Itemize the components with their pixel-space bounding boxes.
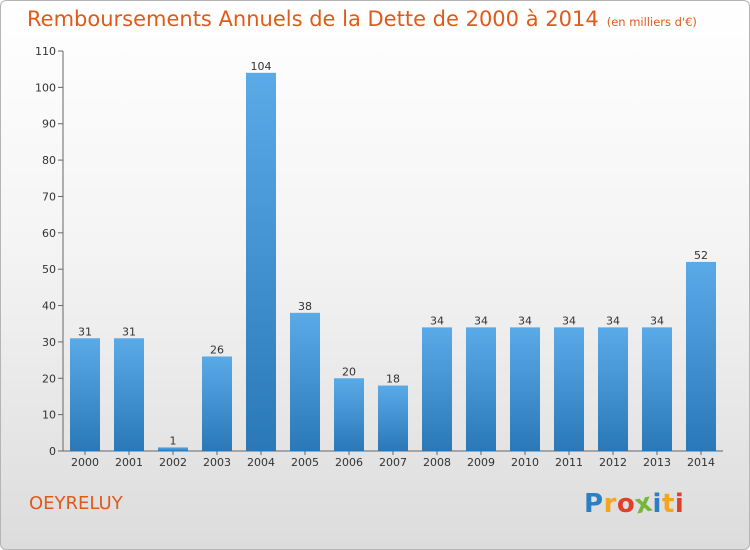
commune-name: OEYRELUY: [29, 493, 123, 514]
y-tick-label: 40: [42, 300, 56, 313]
bar-value-label: 38: [298, 300, 312, 313]
chart-title: Remboursements Annuels de la Dette de 20…: [27, 7, 697, 31]
bar: [114, 338, 144, 451]
bar-value-label: 34: [606, 314, 620, 327]
bar: [202, 356, 232, 451]
bar-value-label: 34: [474, 314, 488, 327]
x-tick-label: 2000: [71, 456, 99, 469]
x-tick-label: 2010: [511, 456, 539, 469]
bar-value-label: 18: [386, 373, 400, 386]
y-tick-label: 30: [42, 336, 56, 349]
bar-value-label: 20: [342, 365, 356, 378]
chart-unit-label: (en milliers d'€): [606, 15, 697, 29]
bar: [510, 327, 540, 451]
proxiti-logo[interactable]: Proxiti: [584, 487, 685, 521]
bar: [422, 327, 452, 451]
x-tick-label: 2005: [291, 456, 319, 469]
bar: [70, 338, 100, 451]
bar: [686, 261, 716, 451]
bar-value-label: 1: [170, 434, 177, 447]
y-tick-label: 100: [35, 81, 56, 94]
bar-value-label: 104: [251, 60, 272, 73]
y-tick-label: 110: [35, 45, 56, 58]
y-tick-label: 0: [49, 445, 56, 458]
x-tick-label: 2014: [687, 456, 715, 469]
x-tick-label: 2011: [555, 456, 583, 469]
bar-value-label: 34: [650, 314, 664, 327]
y-tick-label: 50: [42, 263, 56, 276]
bar-value-label: 34: [518, 314, 532, 327]
x-tick-label: 2003: [203, 456, 231, 469]
bar: [246, 72, 276, 452]
bars: 31 2000 31 2001 1 2002 26 2003 104 2004 38 2005 20 20…: [70, 60, 716, 469]
x-tick-label: 2004: [247, 456, 275, 469]
y-tick-label: 70: [42, 190, 56, 203]
x-tick-label: 2007: [379, 456, 407, 469]
bar-value-label: 31: [78, 325, 92, 338]
x-tick-label: 2006: [335, 456, 363, 469]
x-tick-label: 2001: [115, 456, 143, 469]
y-tick-label: 20: [42, 372, 56, 385]
y-tick-label: 10: [42, 409, 56, 422]
chart-title-text: Remboursements Annuels de la Dette de 20…: [27, 7, 599, 31]
bar-value-label: 52: [694, 249, 708, 262]
y-tick-label: 90: [42, 118, 56, 131]
x-tick-label: 2008: [423, 456, 451, 469]
x-tick-label: 2013: [643, 456, 671, 469]
bar-value-label: 26: [210, 343, 224, 356]
bar: [334, 378, 364, 451]
x-tick-label: 2002: [159, 456, 187, 469]
bar-value-label: 31: [122, 325, 136, 338]
bar: [554, 327, 584, 451]
bar: [378, 385, 408, 451]
x-tick-label: 2012: [599, 456, 627, 469]
y-tick-label: 80: [42, 154, 56, 167]
bar-value-label: 34: [430, 314, 444, 327]
bar: [290, 312, 320, 451]
bar-value-label: 34: [562, 314, 576, 327]
x-tick-label: 2009: [467, 456, 495, 469]
bar: [466, 327, 496, 451]
bar: [158, 447, 188, 451]
y-tick-label: 60: [42, 227, 56, 240]
bar: [598, 327, 628, 451]
bar: [642, 327, 672, 451]
